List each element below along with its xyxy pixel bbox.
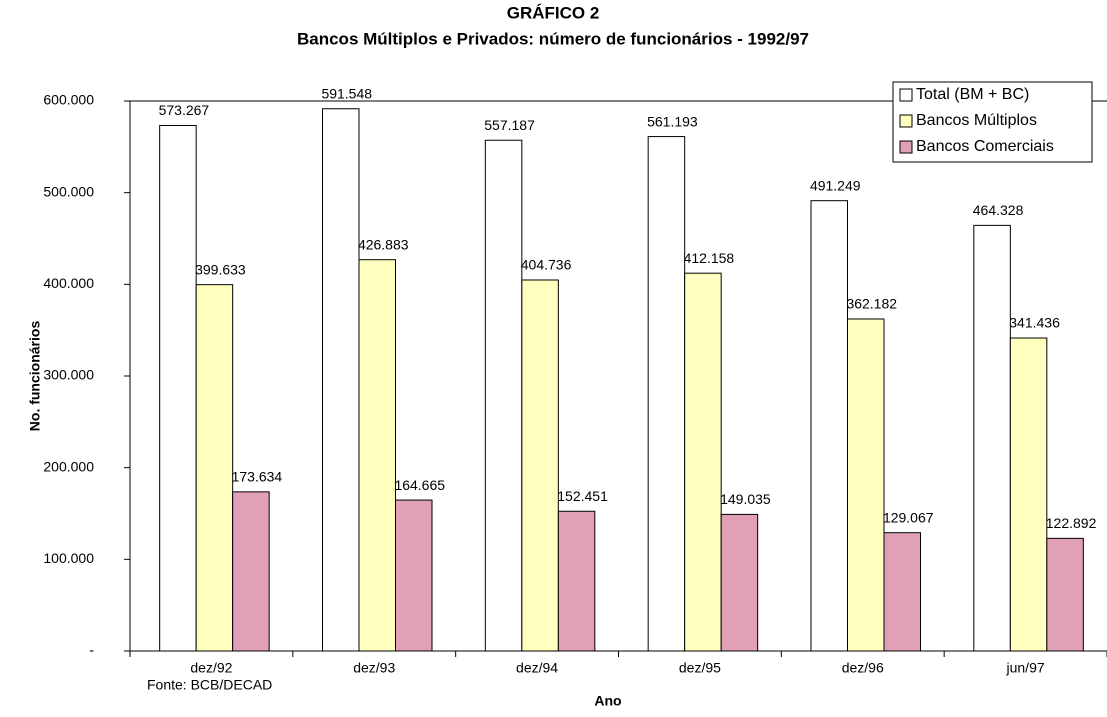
legend-box: [892, 81, 1093, 163]
value-label: 404.736: [521, 257, 572, 273]
y-axis-label: No. funcionários: [27, 321, 43, 432]
bar: [159, 125, 197, 652]
y-tick-label: 500.000: [43, 183, 94, 199]
x-tick-label: dez/93: [353, 660, 395, 676]
legend-swatch: [899, 140, 913, 154]
legend-label: Bancos Comerciais: [916, 138, 1054, 155]
bar: [358, 259, 396, 652]
bar: [810, 200, 848, 652]
legend-label: Total (BM + BC): [916, 86, 1029, 103]
value-label: 561.193: [647, 113, 698, 129]
x-tick-label: dez/94: [516, 660, 558, 676]
bar: [684, 272, 722, 652]
legend-swatch: [899, 114, 913, 128]
bar: [720, 513, 759, 652]
legend-swatch: [899, 88, 913, 102]
x-axis-label: Ano: [594, 693, 621, 709]
value-label: 491.249: [810, 177, 861, 193]
value-label: 152.451: [557, 488, 608, 504]
value-label: 173.634: [232, 469, 283, 485]
x-tick-label: dez/95: [679, 660, 721, 676]
legend-label: Bancos Múltiplos: [916, 112, 1037, 129]
chart-subtitle: Bancos Múltiplos e Privados: número de f…: [297, 29, 809, 48]
bar: [484, 139, 523, 652]
value-label: 399.633: [195, 261, 246, 277]
y-tick-label: 300.000: [43, 367, 94, 383]
value-label: 122.892: [1046, 515, 1097, 531]
bar: [647, 136, 686, 652]
value-label: 426.883: [358, 236, 409, 252]
value-label: 362.182: [846, 296, 897, 312]
x-tick-label: jun/97: [1006, 660, 1045, 676]
value-label: 129.067: [883, 509, 934, 525]
value-label: 591.548: [321, 85, 372, 101]
bar: [1009, 337, 1048, 652]
y-tick-label: 400.000: [43, 275, 94, 291]
value-label: 412.158: [684, 250, 735, 266]
x-tick-label: dez/96: [842, 660, 884, 676]
value-label: 149.035: [720, 491, 771, 507]
value-label: 341.436: [1009, 315, 1060, 331]
x-tick-label: dez/92: [190, 660, 232, 676]
chart-title: GRÁFICO 2: [507, 3, 600, 22]
value-label: 573.267: [159, 102, 210, 118]
bar: [883, 532, 921, 652]
source-note: Fonte: BCB/DECAD: [147, 677, 272, 693]
bar: [1046, 537, 1084, 652]
bar: [521, 279, 559, 652]
bar: [232, 491, 270, 652]
bar: [557, 510, 596, 652]
value-label: 557.187: [484, 117, 535, 133]
bar: [195, 284, 234, 652]
y-tick-label: 200.000: [43, 458, 94, 474]
bar: [395, 499, 433, 652]
y-tick-label: 100.000: [43, 550, 94, 566]
value-label: 464.328: [973, 202, 1024, 218]
value-label: 164.665: [394, 477, 445, 493]
bar: [847, 318, 885, 652]
bar: [322, 108, 360, 652]
bar: [973, 224, 1011, 652]
y-tick-label: 600.000: [43, 92, 94, 108]
y-tick-label: -: [89, 642, 94, 658]
